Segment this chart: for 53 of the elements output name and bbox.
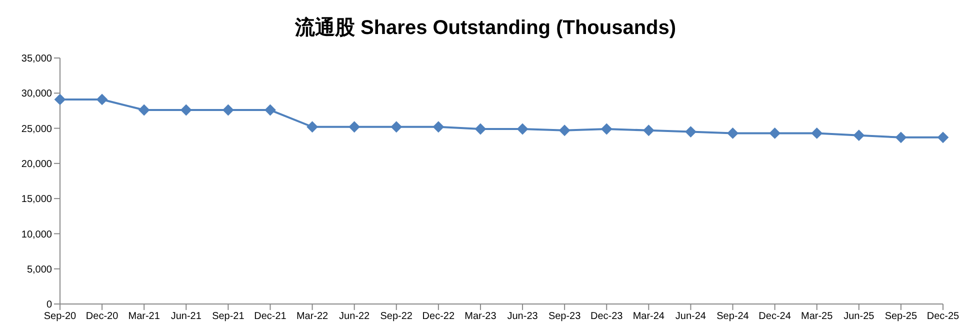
x-tick-label: Dec-23 [590, 311, 624, 322]
y-tick-label: 35,000 [21, 54, 52, 65]
y-tick-label: 5,000 [26, 264, 52, 276]
x-tick-label: Mar-22 [296, 311, 329, 322]
point [517, 123, 528, 134]
x-tick-label: Sep-21 [212, 311, 245, 322]
point [306, 121, 318, 132]
point [811, 128, 822, 139]
x-tick-label: Jun-24 [675, 311, 706, 322]
x-tick-label: Jun-23 [507, 311, 538, 322]
y-tick-label: 0 [46, 300, 52, 311]
point [895, 132, 906, 143]
y-tick-label: 25,000 [21, 124, 52, 135]
point [222, 104, 234, 116]
x-tick-label: Sep-20 [44, 311, 77, 322]
x-tick-label: Jun-25 [844, 311, 875, 322]
chart-title: 流通股 Shares Outstanding (Thousands) [294, 16, 678, 41]
point [96, 94, 108, 105]
point [769, 128, 780, 139]
point [685, 126, 696, 138]
point [390, 121, 402, 132]
x-tick-label: Sep-22 [380, 311, 413, 322]
point [180, 104, 192, 116]
point [474, 123, 486, 134]
x-tick-label: Mar-21 [128, 311, 160, 322]
x-tick-label: Dec-21 [254, 311, 287, 322]
point [138, 104, 150, 116]
x-tick-label: Dec-20 [86, 311, 119, 322]
x-tick-label: Mar-24 [632, 311, 665, 322]
x-tick-label: Sep-24 [716, 311, 750, 322]
point [601, 123, 612, 134]
x-tick-label: Jun-22 [339, 311, 370, 322]
x-tick-label: Dec-24 [758, 311, 792, 322]
point [938, 132, 948, 143]
point [559, 124, 570, 136]
x-tick-label: Jun-21 [170, 311, 202, 322]
point [643, 124, 654, 136]
x-tick-label: Sep-23 [548, 311, 582, 322]
point [432, 121, 444, 132]
point [348, 121, 360, 132]
x-tick-label: Mar-25 [801, 311, 834, 322]
y-tick-label: 10,000 [21, 229, 52, 240]
y-tick-label: 20,000 [21, 158, 52, 170]
point [54, 94, 66, 105]
point [853, 130, 864, 141]
y-tick-label: 30,000 [21, 88, 52, 100]
x-tick-label: Mar-23 [464, 311, 497, 322]
point [264, 104, 276, 116]
x-tick-label: Sep-25 [884, 311, 918, 322]
x-tick-label: Dec-25 [926, 311, 960, 322]
x-tick-label: Dec-22 [422, 311, 455, 322]
y-tick-label: 15,000 [21, 194, 52, 206]
point [727, 128, 738, 139]
